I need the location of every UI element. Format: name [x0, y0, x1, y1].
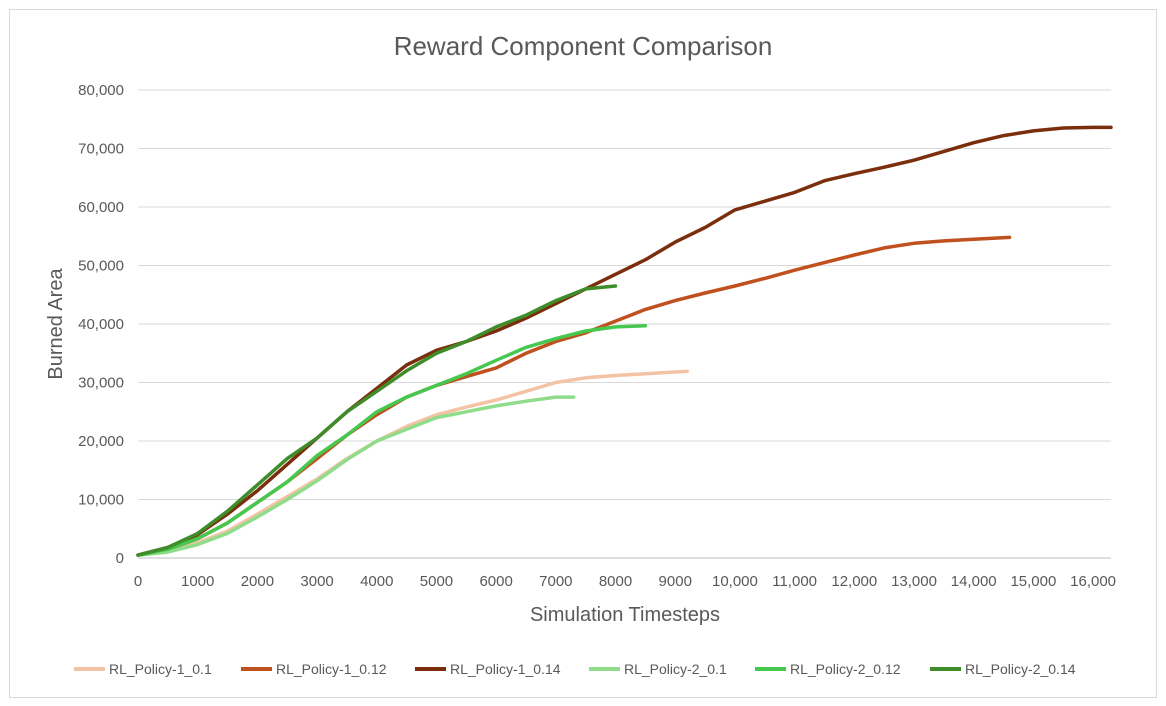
legend-label: RL_Policy-1_0.12 — [276, 661, 387, 677]
x-tick-label: 3000 — [300, 573, 333, 590]
x-tick-label: 4000 — [360, 573, 393, 590]
y-tick-label: 10,000 — [78, 492, 124, 509]
x-tick-label: 1000 — [181, 573, 214, 590]
x-tick-label: 9000 — [659, 573, 692, 590]
legend-label: RL_Policy-1_0.1 — [109, 661, 212, 677]
legend-item: RL_Policy-1_0.12 — [241, 661, 387, 677]
y-tick-label: 30,000 — [78, 375, 124, 392]
y-tick-label: 50,000 — [78, 258, 124, 275]
x-tick-label: 16,000 — [1070, 573, 1116, 590]
x-tick-label: 11,000 — [772, 573, 817, 590]
x-tick-label: 7000 — [539, 573, 572, 590]
y-axis-ticks: 0 10,000 20,000 30,000 40,000 50,000 60,000 70,… — [78, 82, 124, 567]
y-tick-label: 70,000 — [78, 141, 124, 158]
x-tick-label: 14,000 — [951, 573, 997, 590]
legend-label: RL_Policy-2_0.1 — [624, 661, 727, 677]
x-tick-label: 10,000 — [712, 573, 758, 590]
x-tick-label: 12,000 — [831, 573, 877, 590]
y-tick-label: 0 — [116, 550, 124, 567]
y-tick-label: 80,000 — [78, 82, 124, 99]
x-tick-label: 6000 — [479, 573, 512, 590]
legend-item: RL_Policy-2_0.14 — [930, 661, 1076, 677]
y-axis-title: Burned Area — [45, 268, 67, 380]
x-axis-ticks: 0 1000 2000 3000 4000 5000 6000 7000 8000 9000 10,… — [134, 573, 1116, 590]
legend-item: RL_Policy-2_0.1 — [589, 661, 727, 677]
series-line-3 — [136, 125, 1113, 557]
y-tick-label: 60,000 — [78, 199, 124, 216]
x-tick-label: 8000 — [599, 573, 632, 590]
legend-item: RL_Policy-2_0.12 — [755, 661, 901, 677]
legend-label: RL_Policy-2_0.14 — [965, 661, 1076, 677]
y-tick-label: 40,000 — [78, 316, 124, 333]
series-lines — [136, 125, 1113, 557]
series-line-1 — [136, 369, 689, 557]
series-line-5 — [136, 324, 648, 557]
legend-label: RL_Policy-2_0.12 — [790, 661, 901, 677]
x-axis-title: Simulation Timesteps — [530, 604, 720, 626]
legend-item: RL_Policy-1_0.1 — [74, 661, 212, 677]
series-line-6 — [136, 284, 618, 557]
x-tick-label: 5000 — [420, 573, 453, 590]
legend-label: RL_Policy-1_0.14 — [450, 661, 561, 677]
chart-frame — [9, 9, 1157, 698]
x-tick-label: 0 — [134, 573, 142, 590]
x-tick-label: 13,000 — [891, 573, 937, 590]
chart-title: Reward Component Comparison — [394, 31, 773, 61]
x-tick-label: 2000 — [241, 573, 274, 590]
x-tick-label: 15,000 — [1010, 573, 1056, 590]
legend-item: RL_Policy-1_0.14 — [415, 661, 561, 677]
series-line-4 — [136, 395, 576, 557]
gridlines — [138, 89, 1111, 500]
y-tick-label: 20,000 — [78, 433, 124, 450]
legend: RL_Policy-1_0.1 RL_Policy-1_0.12 RL_Policy… — [74, 661, 1076, 677]
